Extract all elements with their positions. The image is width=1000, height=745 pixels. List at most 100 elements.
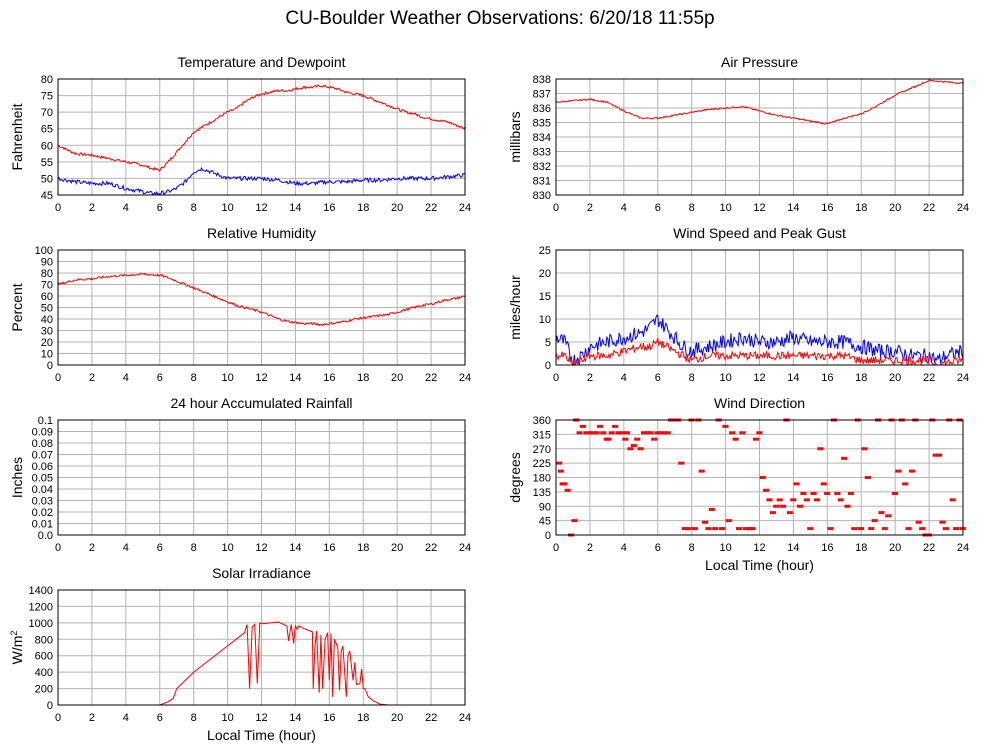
- x-tick-label: 14: [289, 372, 301, 384]
- data-point: [559, 482, 563, 486]
- data-point: [790, 498, 794, 502]
- data-point: [942, 527, 946, 531]
- chart-title: Air Pressure: [721, 54, 798, 70]
- data-point: [698, 469, 702, 473]
- data-point: [952, 498, 956, 502]
- y-tick-label: 0.09: [32, 427, 53, 439]
- y-tick-label: 830: [533, 190, 551, 202]
- x-tick-label: 10: [221, 372, 233, 384]
- data-point: [844, 504, 848, 508]
- series-line-1: [57, 166, 466, 196]
- chart-title: 24 hour Accumulated Rainfall: [170, 395, 352, 411]
- x-tick-label: 22: [425, 542, 437, 554]
- data-point: [640, 447, 644, 451]
- data-point: [762, 476, 766, 479]
- data-point: [959, 527, 963, 531]
- data-point: [574, 519, 578, 523]
- data-point: [599, 424, 603, 428]
- data-point: [667, 431, 671, 435]
- data-point: [939, 520, 943, 524]
- x-tick-label: 10: [719, 202, 731, 214]
- data-point: [611, 431, 615, 435]
- x-tick-label: 0: [553, 202, 559, 214]
- data-point: [742, 527, 746, 531]
- data-point: [732, 437, 736, 441]
- x-tick-label: 10: [221, 712, 233, 724]
- y-axis-label: miles/hour: [507, 275, 523, 340]
- data-point: [844, 456, 848, 460]
- x-tick-label: 0: [55, 712, 61, 724]
- y-axis-label: Percent: [9, 283, 25, 331]
- x-tick-label: 16: [821, 542, 833, 554]
- data-point: [827, 527, 831, 531]
- data-point: [725, 519, 729, 523]
- y-tick-label: 0.05: [32, 473, 53, 485]
- data-point: [807, 527, 811, 531]
- data-point: [800, 504, 804, 508]
- data-point: [633, 444, 637, 448]
- x-tick-label: 8: [689, 372, 695, 384]
- data-point: [871, 519, 875, 523]
- data-point: [949, 498, 953, 502]
- data-point: [911, 469, 915, 473]
- data-point: [661, 431, 665, 435]
- data-point: [586, 431, 590, 435]
- data-point: [894, 491, 898, 495]
- x-tick-label: 6: [655, 542, 661, 554]
- data-point: [820, 447, 824, 451]
- data-point: [755, 437, 759, 441]
- data-point: [769, 498, 773, 502]
- data-point: [854, 527, 858, 531]
- data-point: [657, 431, 661, 435]
- y-tick-label: 70: [41, 107, 53, 119]
- x-tick-label: 16: [323, 542, 335, 554]
- y-tick-label: 200: [35, 684, 53, 696]
- series-line-1: [555, 337, 964, 367]
- x-tick-label: 20: [889, 372, 901, 384]
- x-tick-label: 24: [957, 202, 969, 214]
- y-tick-label: 0: [47, 700, 53, 712]
- data-point: [640, 431, 644, 435]
- y-tick-label: 20: [41, 337, 53, 349]
- x-tick-label: 22: [425, 372, 437, 384]
- y-tick-label: 0.1: [38, 415, 53, 427]
- y-tick-label: 15: [539, 291, 551, 303]
- data-point: [885, 514, 889, 518]
- x-tick-label: 6: [157, 202, 163, 214]
- y-tick-label: 0.02: [32, 507, 53, 519]
- data-point: [615, 431, 619, 435]
- x-tick-label: 16: [323, 712, 335, 724]
- x-axis-label: Local Time (hour): [207, 727, 316, 743]
- data-point: [905, 482, 909, 486]
- data-point: [858, 527, 862, 531]
- x-tick-label: 18: [855, 202, 867, 214]
- data-point: [664, 431, 668, 435]
- data-point: [816, 498, 820, 502]
- x-tick-label: 0: [553, 372, 559, 384]
- x-tick-label: 16: [323, 372, 335, 384]
- y-tick-label: 0.0: [38, 530, 53, 542]
- data-point: [567, 488, 571, 492]
- y-tick-label: 837: [533, 89, 551, 101]
- data-point: [596, 424, 600, 428]
- data-point: [557, 469, 561, 473]
- x-tick-label: 12: [753, 542, 765, 554]
- data-point: [800, 491, 804, 495]
- data-point: [793, 498, 797, 502]
- data-point: [749, 527, 753, 531]
- data-point: [634, 437, 638, 441]
- plot-frame: [57, 249, 466, 366]
- data-point: [847, 491, 851, 495]
- data-point: [956, 527, 960, 531]
- data-point: [776, 504, 780, 508]
- data-point: [881, 511, 885, 515]
- data-point: [780, 504, 784, 508]
- data-point: [702, 520, 706, 524]
- x-tick-label: 22: [923, 372, 935, 384]
- x-tick-label: 8: [191, 712, 197, 724]
- data-point: [932, 453, 936, 457]
- x-tick-label: 6: [157, 712, 163, 724]
- data-point: [650, 431, 654, 435]
